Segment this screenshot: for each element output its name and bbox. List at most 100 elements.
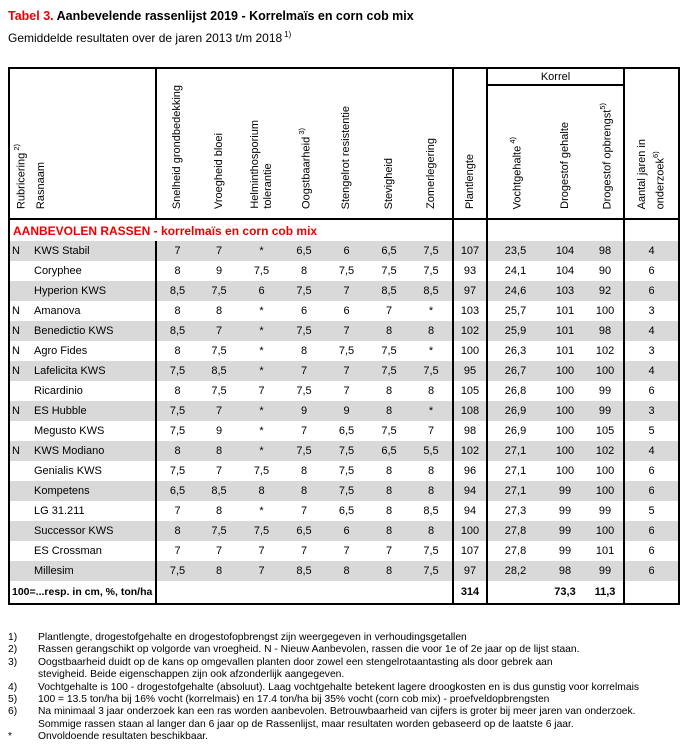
- value-cell: 7: [155, 501, 198, 521]
- value-cell: 8: [155, 301, 198, 321]
- value-cell: *: [240, 361, 283, 381]
- value-cell: 99: [587, 401, 625, 421]
- value-cell: 98: [543, 561, 587, 581]
- col-header-rubricering: Rubricering 2): [9, 68, 29, 220]
- value-cell: 92: [587, 281, 625, 301]
- value-cell: 104: [555, 265, 575, 277]
- value-cell: 100: [587, 521, 625, 541]
- value-cell: 7: [300, 425, 308, 437]
- value-cell: 8,5: [410, 281, 453, 301]
- value-cell: 24,1: [486, 261, 543, 281]
- rubricering-cell: [9, 281, 29, 301]
- col-header-vroegheid-bloei: Vroegheid bloei: [198, 68, 240, 220]
- footnote: 3) Oogstbaarheid duidt op de kans op omge…: [8, 657, 685, 682]
- value-cell: *: [259, 345, 264, 357]
- value-cell: 8: [155, 381, 198, 401]
- empty-cell: [623, 581, 680, 604]
- value-cell: 7,5: [410, 241, 453, 261]
- value-cell: 27,1: [486, 461, 543, 481]
- ras-name-cell: ES Crossman: [34, 545, 102, 557]
- value-cell: 7: [155, 541, 198, 561]
- value-cell: 9: [215, 265, 223, 277]
- rubricering-cell: [9, 501, 29, 521]
- value-cell: 7: [385, 305, 393, 317]
- value-cell: 100: [543, 441, 587, 461]
- value-cell: 100: [543, 361, 587, 381]
- col-header-zomerlegering: Zomerlegering: [410, 68, 453, 220]
- value-cell: 8: [300, 345, 308, 357]
- value-cell: 8,5: [198, 481, 240, 501]
- footnote-text: Rassen gerangschikt op volgorde van vroe…: [38, 644, 580, 656]
- value-cell: 7,5: [325, 441, 368, 461]
- footnote-text: Plantlengte, drogestofgehalte en drogest…: [38, 632, 467, 643]
- value-cell: 7,5: [283, 441, 325, 461]
- footnote-marker: 5): [8, 694, 18, 706]
- scale-row: 100=...resp. in cm, %, ton/ha 314 73,3 1…: [9, 581, 680, 604]
- value-cell: 8: [385, 505, 393, 517]
- value-cell: 7: [325, 361, 368, 381]
- value-cell: 99: [558, 505, 572, 517]
- ras-name-cell: Amanova: [34, 305, 81, 317]
- value-cell: 7,5: [155, 401, 198, 421]
- value-cell: 94: [452, 501, 487, 521]
- table-row: N ES Hubble 7,5 7 * 9 9 8 * 108 26,9 100 99 3: [9, 401, 680, 421]
- value-cell: 101: [543, 321, 587, 341]
- value-cell: 6,5: [283, 521, 325, 541]
- value-cell: *: [428, 345, 434, 357]
- table-body: AANBEVOLEN RASSEN - korrelmaïs en corn c…: [9, 219, 680, 604]
- value-cell: 26,3: [486, 341, 543, 361]
- table-row: Megusto KWS 7,5 9 * 7 6,5 7,5 7 98 26,9 100 105 5: [9, 421, 680, 441]
- value-cell: 3: [623, 301, 680, 321]
- value-cell: 6: [343, 305, 350, 317]
- value-cell: 6: [300, 305, 308, 317]
- rubricering-cell: [9, 521, 29, 541]
- value-cell: 96: [452, 461, 487, 481]
- value-cell: 7: [198, 401, 240, 421]
- footnote-text: Oogstbaarheid duidt op de kans op omgeva…: [38, 656, 553, 681]
- ras-name-cell: Genialis KWS: [34, 465, 102, 477]
- value-cell: 7,5: [198, 521, 240, 541]
- table-row: N Agro Fides 8 7,5 * 8 7,5 7,5 * 100 26,3 101 102 3: [9, 341, 680, 361]
- footnote-text: 100 = 13.5 ton/ha bij 16% vocht (korrelm…: [38, 694, 550, 706]
- value-cell: 102: [587, 441, 625, 461]
- empty-cell: [155, 581, 453, 604]
- rubricering-cell: [9, 461, 29, 481]
- value-cell: 3: [623, 341, 680, 361]
- value-cell: 6: [623, 261, 680, 281]
- value-cell: 8: [155, 261, 198, 281]
- value-cell: 7,5: [423, 545, 439, 557]
- ras-name-cell: Millesim: [29, 561, 156, 581]
- value-cell: 102: [595, 345, 615, 357]
- value-cell: 7,5: [338, 465, 355, 477]
- value-cell: 8: [385, 385, 393, 397]
- value-cell: 7: [215, 465, 223, 477]
- table-row: Coryphee 8 9 7,5 8 7,5 7,5 7,5 93 24,1 104 90 6: [9, 261, 680, 281]
- value-cell: 7,5: [368, 361, 410, 381]
- value-cell: 8: [300, 465, 308, 477]
- value-cell: 7,5: [211, 345, 227, 357]
- scale-row-label: 100=...resp. in cm, %, ton/ha: [12, 586, 153, 598]
- rubricering-cell: [9, 541, 29, 561]
- value-cell: 8,5: [283, 561, 325, 581]
- value-cell: 7,5: [253, 265, 270, 277]
- value-cell: 6: [623, 281, 680, 301]
- value-cell: 107: [452, 241, 487, 261]
- value-cell: 5: [623, 421, 680, 441]
- value-cell: 7: [325, 321, 368, 341]
- value-cell: 26,8: [486, 381, 543, 401]
- value-cell: *: [259, 305, 264, 317]
- value-cell: 7,5: [155, 561, 198, 581]
- value-cell: 8: [410, 321, 453, 341]
- footnote-marker: 4): [8, 681, 18, 693]
- rubricering-cell: [9, 261, 29, 281]
- value-cell: 7: [258, 545, 265, 557]
- value-cell: 28,2: [486, 561, 543, 581]
- rubricering-cell: N: [12, 305, 20, 317]
- scale-plantlengte: 314: [452, 581, 487, 604]
- value-cell: 7: [427, 425, 435, 437]
- value-cell: 6: [623, 541, 680, 561]
- col-header-aantal-jaren: Aantal jaren in onderzoek6): [623, 68, 680, 220]
- value-cell: 7: [300, 545, 308, 557]
- value-cell: 6,5: [338, 505, 355, 517]
- value-cell: *: [428, 305, 434, 317]
